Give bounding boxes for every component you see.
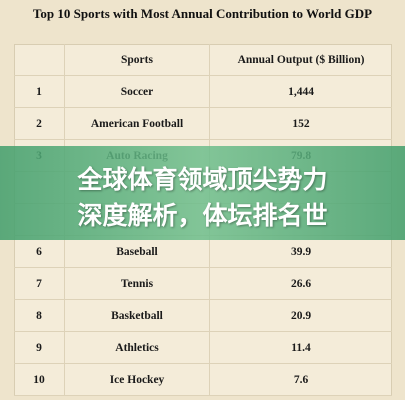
header-cell [14, 44, 65, 75]
table-cell: 1,444 [288, 85, 314, 98]
table-row: 8 Basketball 20.9 [14, 300, 392, 332]
header-row: Sports Annual Output ($ Billion) [14, 44, 392, 76]
table-cell: 7.6 [293, 373, 309, 386]
table-cell: 9 [14, 332, 65, 363]
table-row: 1 Soccer 1,444 [14, 76, 392, 108]
table-cell: Basketball [65, 300, 210, 331]
table-cell: 6 [14, 236, 65, 267]
table-cell: 8 [14, 300, 65, 331]
table-cell: 11.4 [291, 341, 311, 354]
table-row: 10 Ice Hockey 7.6 [14, 364, 392, 396]
banner: 全球体育领域顶尖势力 深度解析，体坛排名世 [0, 146, 405, 240]
table-cell: Ice Hockey [65, 364, 210, 395]
table-cell: 10 [14, 364, 65, 395]
table-cell: 1 [14, 76, 65, 107]
banner-line: 全球体育领域顶尖势力 [77, 165, 328, 194]
table-cell: 7 [14, 268, 65, 299]
table-cell: 26.6 [290, 277, 312, 290]
table-row: 7 Tennis 26.6 [14, 268, 392, 300]
title: Top 10 Sports with Most Annual Contribut… [32, 6, 373, 21]
table-cell: 2 [14, 108, 65, 139]
table-row: 6 Baseball 39.9 [14, 236, 392, 268]
table-cell: Tennis [65, 268, 210, 299]
table-row: 2 American Football 152 [14, 108, 392, 140]
table-row: 9 Athletics 11.4 [14, 332, 392, 364]
table-cell: Baseball [65, 236, 210, 267]
table-cell: Athletics [65, 332, 210, 363]
table-cell: 152 [292, 117, 310, 130]
banner-line: 深度解析，体坛排名世 [77, 201, 328, 230]
table-cell: 20.9 [290, 309, 312, 322]
table-cell: American Football [65, 108, 210, 139]
table-cell: 39.9 [290, 245, 312, 258]
header-cell: Sports [65, 44, 210, 75]
table-cell: Soccer [65, 76, 210, 107]
header-cell: Annual Output ($ Billion) [237, 53, 365, 66]
